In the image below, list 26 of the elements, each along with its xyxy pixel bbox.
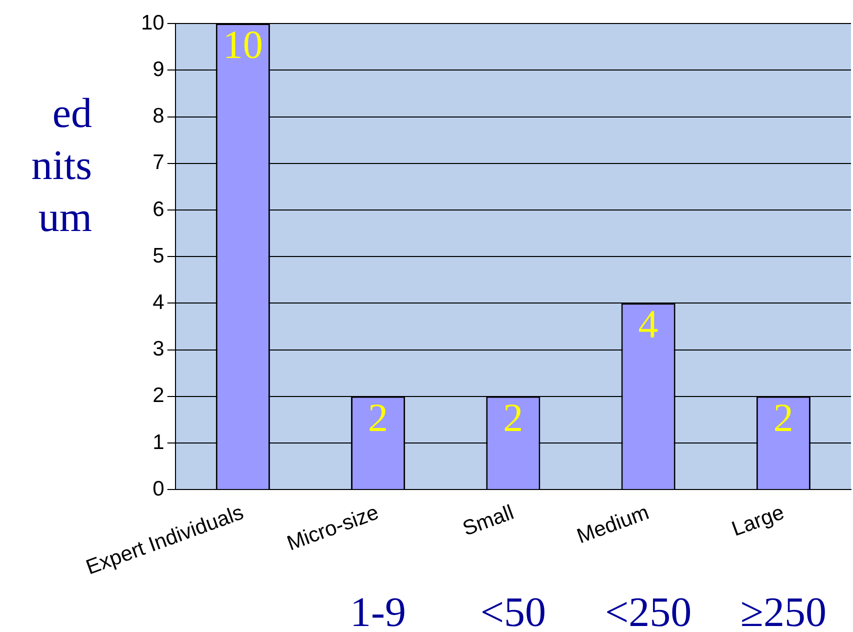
y-tick-label: 5 xyxy=(152,244,164,268)
y-tick-label: 7 xyxy=(152,151,164,174)
text: 1-9 xyxy=(350,590,406,632)
y-tick-label: 1 xyxy=(152,430,164,454)
data-label: 2 xyxy=(503,394,524,440)
x-tick-label: Large xyxy=(728,501,788,541)
y-tick-label: 10 xyxy=(141,11,164,34)
x-tick-label: Medium xyxy=(574,501,652,548)
x-tick-label: Small xyxy=(460,501,517,541)
data-label: 4 xyxy=(638,302,658,347)
y-tick-label: 0 xyxy=(152,477,164,500)
text: nits xyxy=(30,142,92,191)
text: um xyxy=(37,194,92,243)
data-label: 2 xyxy=(773,394,794,440)
data-label: 10 xyxy=(222,22,263,68)
y-tick-label: 6 xyxy=(152,198,164,221)
text: ed xyxy=(51,90,92,139)
y-tick-label: 8 xyxy=(152,104,164,128)
y-tick-label: 3 xyxy=(152,338,164,361)
data-label: 2 xyxy=(368,394,388,440)
y-tick-label: 9 xyxy=(152,58,164,81)
text: <50 xyxy=(480,590,546,632)
text: ≥250 xyxy=(740,590,826,632)
text: <250 xyxy=(604,590,692,632)
y-tick-label: 4 xyxy=(152,291,165,314)
y-tick-label: 2 xyxy=(152,384,164,408)
